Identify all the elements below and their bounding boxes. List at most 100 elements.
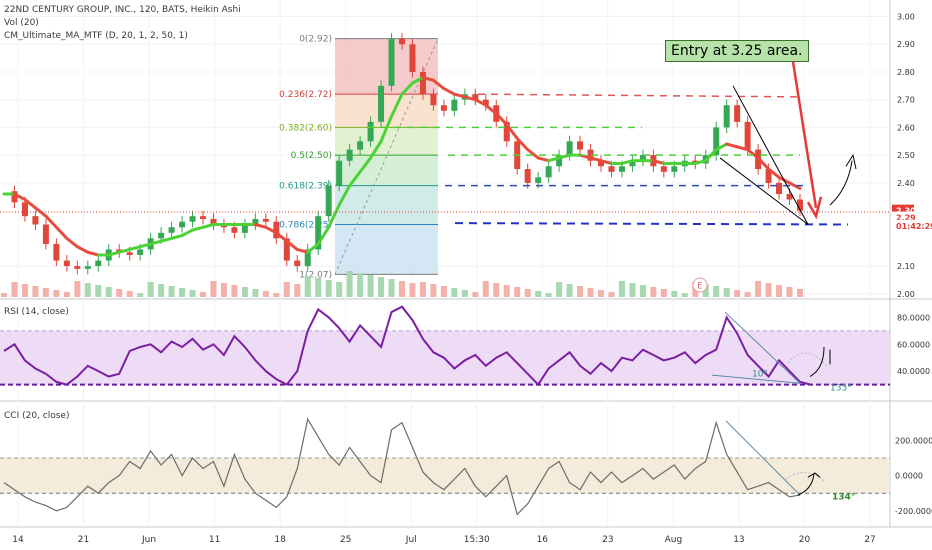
volume-bar [1,293,7,297]
ma-segment [128,245,142,251]
price-tick-label: 2.10 [897,262,915,271]
fib-zone [335,185,438,225]
volume-bar [723,288,730,297]
volume-bar [786,287,793,297]
candle-body [535,177,542,183]
volume-bar [105,287,112,297]
candle-body [53,243,60,261]
candle-body [419,71,426,95]
volume-bar [409,283,416,297]
volume-bar [231,285,238,297]
volume-bar [755,281,762,297]
rsi-angle-arc [787,352,827,367]
ma-segment [494,112,509,127]
volume-bar [734,290,741,297]
volume-bar [776,285,783,297]
time-tick-label: 20 [799,535,811,545]
volume-bar [158,284,165,297]
earnings-marker [692,277,708,293]
legend-cci[interactable]: CCI (20, close) [4,411,70,421]
rsi-trend-line [724,311,801,384]
volume-bar [210,281,217,297]
ma-segment [358,156,373,174]
candle-body [283,238,290,261]
volume-bar [32,286,39,297]
ma-segment [599,159,613,165]
legend-rsi[interactable]: RSI (14, close) [4,307,69,317]
candle-body [189,216,196,222]
cci-projection [797,473,815,496]
volume-bar [378,277,385,297]
fib-level-label: 0.382(2.60) [279,123,332,133]
trend-drawings[interactable]: E [0,55,890,293]
volume-bar [797,289,803,297]
volume-bar [53,290,60,297]
volume-bar [179,288,186,297]
candle-body [660,166,667,172]
volume-bar [304,276,311,297]
volume-bar [262,291,269,297]
candle-body [32,216,39,225]
ma-segment [295,247,310,254]
ma-segment [526,148,540,160]
ma-segment [463,95,477,102]
ma-segment [274,231,289,243]
volume-bar [252,289,259,297]
fibonacci-retracement[interactable]: 0(2.92) 0.236(2.72) 0.382(2.60) 0.5(2.50) 0.… [279,35,439,281]
candle-body [598,160,604,167]
ma-segment [201,223,215,229]
candle-body [786,193,793,200]
price-tick-label: 3.00 [897,12,915,21]
ma-segment [452,92,467,99]
candle-body [42,224,49,244]
candle-body [545,166,552,178]
price-tick-label: 2.40 [897,179,915,188]
volume-bar [472,292,479,297]
candle-body [11,191,18,203]
price-label: 01:42:29 [896,222,932,231]
candle-body [451,99,458,111]
legend-volume[interactable]: Vol (20) [4,18,39,28]
candle-body [21,202,28,217]
volume-bar [566,284,573,297]
fib-zone [335,94,438,128]
legend-ma[interactable]: CM_Ultimate_MA_MTF (D, 20, 1, 2, 50, 1) [4,31,188,41]
resistance-line [477,93,801,98]
price-label: 2.29 [896,214,916,223]
volume-bar [671,291,678,297]
candle-body [378,85,385,122]
volume-bar [325,280,332,297]
candle-body [618,166,625,172]
candle-body [797,199,803,211]
candle-body [252,218,259,225]
volume-bar [629,283,636,297]
entry-arrow-head [806,196,823,220]
candle-body [137,249,144,256]
cci-pane: 134° [0,417,890,516]
entry-annotation[interactable]: Entry at 3.25 area. [665,40,809,62]
fib-level-label: 0.236(2.72) [279,90,332,100]
rsi-pane: 10° 133° [0,305,890,394]
candle-body [744,121,751,150]
ma-segment [348,170,362,188]
candle-body [262,218,269,222]
ma-segment [484,103,498,116]
grid [0,0,932,528]
volume-bar [357,273,364,297]
volume-bar [189,290,196,297]
ma-segment [316,225,331,246]
cci-tick-label: 0.0000 [895,472,923,481]
fib-level-label: 0.786(2.25) [279,221,332,231]
volume-bar [346,271,353,297]
candle-body [723,105,730,128]
wedge-top-line [732,85,809,225]
volume-bar [556,282,563,297]
volume-bar [419,282,426,297]
ma-segment [159,236,174,243]
volume-bar [765,283,772,297]
time-tick-label: 15:30 [464,535,490,545]
candle-body [587,149,594,161]
cci-angle-label: 134° [832,492,855,502]
legend-symbol[interactable]: 22ND CENTURY GROUP, INC., 120, BATS, Hei… [4,5,241,15]
